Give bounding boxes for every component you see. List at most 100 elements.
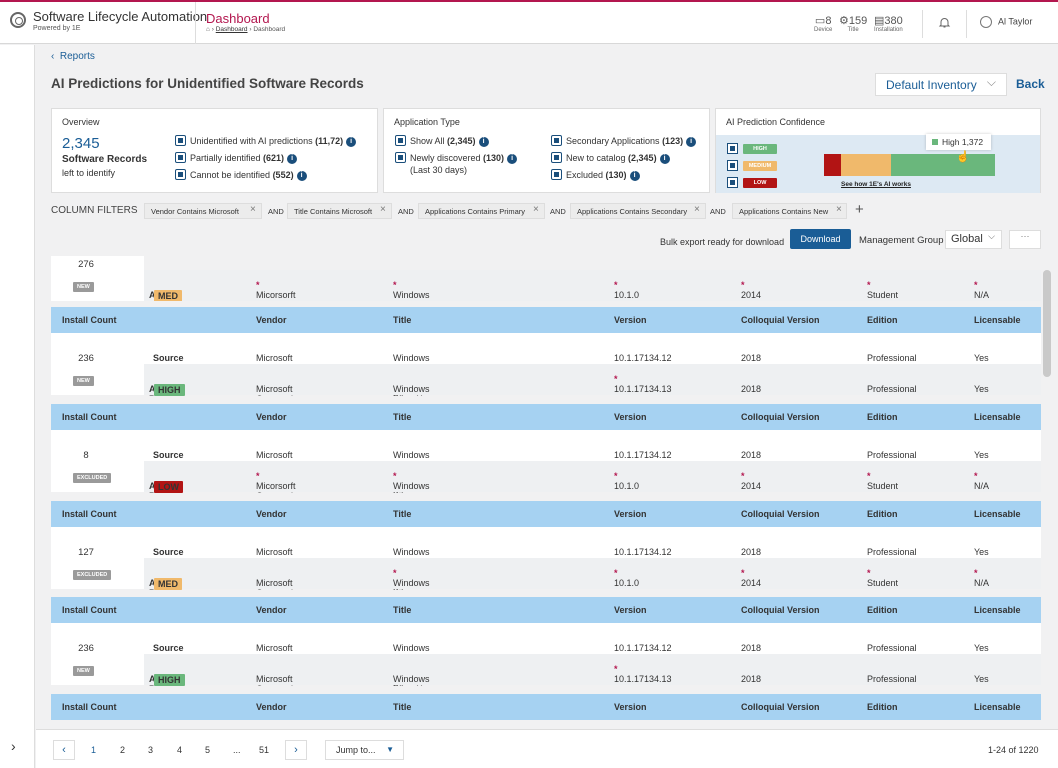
page-51[interactable]: 51	[259, 745, 270, 755]
high-checkbox[interactable]	[728, 144, 737, 153]
page-5[interactable]: 5	[205, 745, 211, 755]
title-stat[interactable]: ⚙159 Title	[839, 15, 868, 33]
table-header: Install Count Vendor Title Version Colloquia…	[51, 404, 1041, 430]
inventory-select[interactable]: Default Inventory	[875, 73, 1007, 96]
table-row[interactable]: Source DataMicrosoft CorporationWindows …	[144, 527, 1041, 590]
home-icon[interactable]: ⌂	[206, 26, 210, 33]
user-menu[interactable]: Al Taylor	[980, 16, 1032, 28]
column-header[interactable]: Title	[393, 412, 412, 422]
app-title[interactable]: Software Lifecycle Automation	[33, 9, 208, 24]
page-3[interactable]: 3	[148, 745, 154, 755]
next-page-button[interactable]: ›	[285, 740, 307, 760]
column-header[interactable]: Colloquial Version	[741, 509, 820, 519]
unidentified-checkbox[interactable]: Unidentified with AI predictions (11,72)…	[176, 135, 357, 147]
column-header[interactable]: Vendor	[256, 315, 287, 325]
expand-sidebar-icon[interactable]: ›	[11, 738, 16, 754]
low-confidence-bar[interactable]	[824, 154, 841, 176]
medium-confidence-bar[interactable]	[841, 154, 891, 176]
column-header[interactable]: Vendor	[256, 605, 287, 615]
info-icon[interactable]: i	[686, 136, 697, 147]
previous-page-button[interactable]: ‹	[53, 740, 75, 760]
column-header[interactable]: Title	[393, 605, 412, 615]
management-group-select[interactable]: Global	[945, 230, 1002, 249]
column-header[interactable]: Colloquial Version	[741, 605, 820, 615]
column-header[interactable]: Install Count	[62, 315, 117, 325]
high-confidence-bar[interactable]	[891, 154, 995, 176]
download-button[interactable]: Download	[790, 229, 851, 249]
bell-icon[interactable]	[938, 16, 951, 29]
column-header[interactable]: Title	[393, 509, 412, 519]
column-header[interactable]: Install Count	[62, 509, 117, 519]
medium-checkbox[interactable]	[728, 161, 737, 170]
filter-chip[interactable]: Applications Contains New	[732, 203, 847, 219]
cannot-identify-checkbox[interactable]: Cannot be identified (552) i	[176, 169, 307, 181]
info-icon[interactable]: i	[659, 153, 670, 164]
show-all-checkbox[interactable]: Show All (2,345) i	[396, 135, 489, 147]
see-how-ai-works-link[interactable]: See how 1E's AI works	[841, 181, 911, 188]
filter-chip[interactable]: Applications Contains Secondary	[570, 203, 706, 219]
table-row[interactable]: AI PredictionHIGHMicrosoft CorporationWi…	[144, 654, 1041, 686]
table-row[interactable]: AI PredictionMED Micorsorft Corporation*…	[144, 270, 1041, 301]
add-filter-icon[interactable]: +	[855, 201, 864, 218]
secondary-applications-checkbox[interactable]: Secondary Applications (123) i	[552, 135, 697, 147]
back-to-reports-link[interactable]: ‹ Reports	[51, 51, 95, 62]
remove-filter-icon[interactable]: ×	[533, 204, 539, 215]
app-logo-icon[interactable]	[10, 12, 26, 28]
info-icon[interactable]: i	[629, 170, 640, 181]
column-header[interactable]: Install Count	[62, 605, 117, 615]
filter-chip[interactable]: Title Contains Microsoft	[287, 203, 392, 219]
table-row[interactable]: AI PredictionMEDMicrosoft CorporationWin…	[144, 558, 1041, 590]
back-button[interactable]: Back	[1016, 77, 1045, 91]
table-scrollbar[interactable]	[1043, 270, 1051, 377]
info-icon[interactable]: i	[507, 153, 518, 164]
column-header[interactable]: Vendor	[256, 412, 287, 422]
column-header[interactable]: Edition	[867, 509, 898, 519]
column-header[interactable]: Licensable	[974, 605, 1021, 615]
remove-filter-icon[interactable]: ×	[380, 204, 386, 215]
more-options-button[interactable]: ···	[1009, 230, 1041, 249]
column-header[interactable]: Title	[393, 315, 412, 325]
column-header[interactable]: Licensable	[974, 315, 1021, 325]
column-header[interactable]: Edition	[867, 412, 898, 422]
info-icon[interactable]: i	[287, 153, 298, 164]
info-icon[interactable]: i	[478, 136, 489, 147]
jump-to-select[interactable]: Jump to...	[325, 740, 404, 760]
column-header[interactable]: Version	[614, 412, 647, 422]
column-header[interactable]: Install Count	[62, 412, 117, 422]
column-header[interactable]: Vendor	[256, 509, 287, 519]
column-header[interactable]: Version	[614, 509, 647, 519]
table-row[interactable]: AI PredictionHIGHMicrosoft CorporationWi…	[144, 364, 1041, 396]
column-header[interactable]: Edition	[867, 605, 898, 615]
filter-chip[interactable]: Applications Contains Primary	[418, 203, 545, 219]
page-2[interactable]: 2	[120, 745, 126, 755]
page-4[interactable]: 4	[177, 745, 183, 755]
remove-filter-icon[interactable]: ×	[836, 204, 842, 215]
new-to-catalog-checkbox[interactable]: New to catalog (2,345) i	[552, 152, 670, 164]
partially-identified-checkbox[interactable]: Partially identified (621) i	[176, 152, 298, 164]
table-row[interactable]: Source DataMicrosoft CorporationWindows …	[144, 333, 1041, 396]
newly-discovered-checkbox[interactable]: Newly discovered (130) i (Last 30 days)	[396, 152, 518, 176]
column-header[interactable]: Colloquial Version	[741, 315, 820, 325]
info-icon[interactable]: i	[296, 170, 307, 181]
info-icon[interactable]: i	[346, 136, 357, 147]
breadcrumb-dashboard-link[interactable]: Dashboard	[215, 26, 248, 33]
page-1[interactable]: 1	[91, 745, 97, 755]
installation-icon: ▤	[874, 15, 885, 27]
installation-stat[interactable]: ▤380 Installation	[874, 15, 903, 33]
column-header[interactable]: Licensable	[974, 412, 1021, 422]
column-header[interactable]: Colloquial Version	[741, 412, 820, 422]
table-row[interactable]: AI PredictionLOWMicorsorft Corporation*W…	[144, 461, 1041, 493]
table-row[interactable]: Source DataMicrosoft CorporationWindows …	[144, 430, 1041, 493]
column-header[interactable]: Edition	[867, 315, 898, 325]
low-checkbox[interactable]	[728, 178, 737, 187]
remove-filter-icon[interactable]: ×	[694, 204, 700, 215]
column-header[interactable]: Licensable	[974, 509, 1021, 519]
filter-chip[interactable]: Vendor Contains Microsoft	[144, 203, 262, 219]
results-range: 1-24 of 1220	[988, 745, 1039, 755]
column-header[interactable]: Version	[614, 315, 647, 325]
remove-filter-icon[interactable]: ×	[250, 204, 256, 215]
excluded-checkbox[interactable]: Excluded (130) i	[552, 169, 640, 181]
column-header[interactable]: Version	[614, 605, 647, 615]
device-stat[interactable]: ▭8 Device	[814, 15, 833, 33]
table-row[interactable]: Source DataMicrosoft CorporationWindows …	[144, 623, 1041, 686]
